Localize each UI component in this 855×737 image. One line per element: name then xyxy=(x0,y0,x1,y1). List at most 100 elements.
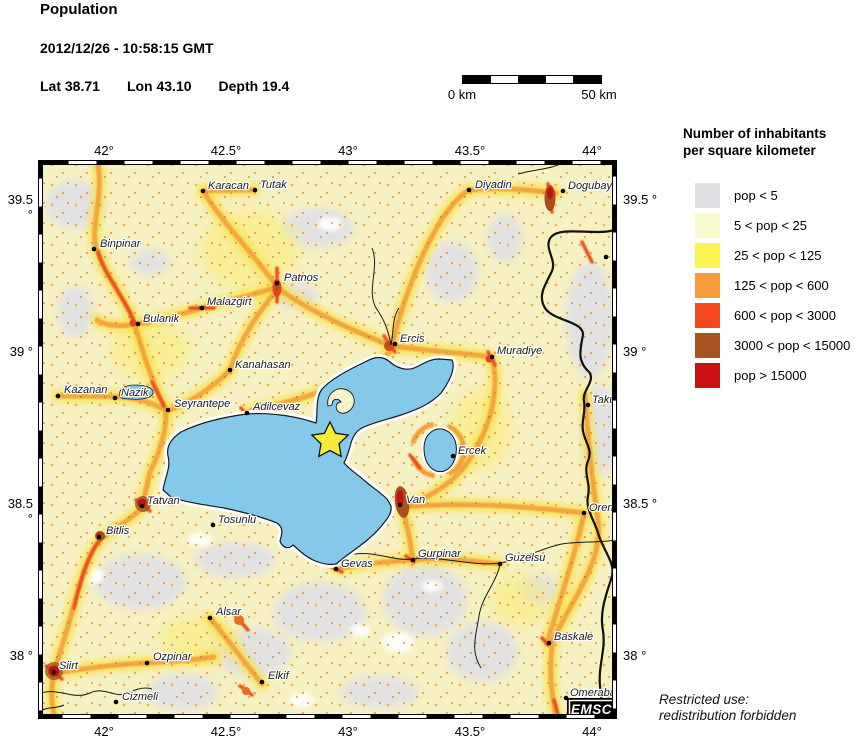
scale-bar-segment xyxy=(463,76,491,83)
city-label: Adilcevaz xyxy=(252,401,301,413)
city-dot-karacan xyxy=(200,188,206,194)
event-depth: Depth 19.4 xyxy=(218,78,290,94)
legend-range-label: 5 < pop < 25 xyxy=(734,218,808,233)
city-dot-baskale xyxy=(546,640,552,646)
legend-range-label: 3000 < pop < 15000 xyxy=(734,338,851,353)
scale-bar-segment xyxy=(518,76,546,83)
city-label: Kazanan xyxy=(64,384,107,396)
city-dot-tatvan xyxy=(139,503,145,509)
lat-label-left: 39 ° xyxy=(9,344,33,359)
legend-item: 5 < pop < 25 xyxy=(695,213,855,238)
city-dot-dogubaya xyxy=(560,188,566,194)
lat-label-right: 38.5 ° xyxy=(623,496,658,511)
city-label: Ozpinar xyxy=(153,651,193,663)
map-frame xyxy=(38,160,617,719)
city-dot-seyrantepe xyxy=(165,407,171,413)
city-label: Muradiye xyxy=(497,345,542,357)
city-dot-cizmeli xyxy=(113,699,119,705)
scale-bar-segment xyxy=(490,76,519,83)
city-label: Taku xyxy=(592,394,615,406)
city-dot-kazanan xyxy=(55,393,61,399)
city-dot-patnos xyxy=(274,280,280,286)
lake-van xyxy=(163,357,453,564)
legend-range-label: pop > 15000 xyxy=(734,368,807,383)
city-dot-siirt xyxy=(51,669,57,675)
lake-ercek xyxy=(424,429,456,472)
population-legend: Number of inhabitants per square kilomet… xyxy=(683,125,855,393)
legend-range-label: pop < 5 xyxy=(734,188,778,203)
legend-color-swatch xyxy=(695,183,720,208)
city-dot-orenb xyxy=(581,510,587,516)
legend-color-swatch xyxy=(695,243,720,268)
city-dot-nazik xyxy=(112,395,118,401)
restricted-use-note: Restricted use: redistribution forbidden xyxy=(659,692,797,723)
city-dot-bulanik xyxy=(135,321,141,327)
lon-label-bottom: 43° xyxy=(338,724,358,737)
city-label: Omeraba xyxy=(570,687,616,699)
lon-label-top: 42.5° xyxy=(210,143,242,158)
city-label: Gevas xyxy=(341,558,373,570)
event-coordinates: Lat 38.71 Lon 43.10 Depth 19.4 xyxy=(40,78,289,94)
event-lat: Lat 38.71 xyxy=(40,78,100,94)
page-title: Population xyxy=(40,1,118,18)
event-lon: Lon 43.10 xyxy=(126,78,192,94)
lon-label-top: 43° xyxy=(338,143,358,158)
legend-range-label: 25 < pop < 125 xyxy=(734,248,822,263)
lat-label-left: 39.5 ° xyxy=(7,192,33,222)
lat-label-left: 38.5 ° xyxy=(7,496,33,526)
city-label: Orenb xyxy=(589,502,617,514)
event-datetime: 2012/12/26 - 10:58:15 GMT xyxy=(40,40,214,56)
legend-item: 125 < pop < 600 xyxy=(695,273,855,298)
lat-label-right: 39 ° xyxy=(623,344,647,359)
city-label: Siirt xyxy=(59,660,79,672)
city-dot-bitlis xyxy=(96,534,102,540)
city-dot-ercis xyxy=(392,341,398,347)
legend-color-swatch xyxy=(695,333,720,358)
map-canvas: Karacan Tutak Diyadin Dogubaya Binpinar Patno… xyxy=(38,160,617,719)
city-label: Dogubaya xyxy=(568,180,617,192)
lon-label-top: 42° xyxy=(94,143,114,158)
city-dot-alsar xyxy=(207,615,213,621)
international-border-line xyxy=(540,228,616,718)
city-dot-gevas xyxy=(333,566,339,572)
city-dot-van xyxy=(397,502,403,508)
city-label: Bulanik xyxy=(143,313,180,325)
legend-title: Number of inhabitants per square kilomet… xyxy=(683,126,827,158)
city-label: Elkif xyxy=(268,670,290,682)
scale-bar-segment xyxy=(545,76,574,83)
lon-label-top: 44° xyxy=(582,143,602,158)
scale-bar-zero-label: 0 km xyxy=(447,87,477,102)
city-dot-unnamed xyxy=(603,254,609,260)
city-label: Kanahasan xyxy=(235,359,291,371)
city-label: Tatvan xyxy=(147,495,180,507)
lon-label-bottom: 43.5° xyxy=(454,724,486,737)
scale-bar-segment xyxy=(573,76,601,83)
legend-items: pop < 5 5 < pop < 25 25 < pop < 125 125 < p… xyxy=(683,183,855,388)
city-label: Ercek xyxy=(458,445,487,457)
legend-item: pop > 15000 xyxy=(695,363,855,388)
scale-bar-max-label: 50 km xyxy=(581,87,617,102)
city-label: Van xyxy=(406,494,425,506)
city-label: Diyadin xyxy=(475,179,512,191)
city-label: Patnos xyxy=(284,272,319,284)
emsc-logo: EMSC xyxy=(567,698,616,718)
city-dot-elkif xyxy=(259,679,265,685)
city-label: Nazik xyxy=(121,387,149,399)
epicenter-star xyxy=(310,420,350,458)
city-label: Tosunlu xyxy=(218,514,256,526)
emsc-logo-text: EMSC xyxy=(571,702,612,717)
city-label: Baskale xyxy=(554,631,593,643)
legend-color-swatch xyxy=(695,213,720,238)
legend-color-swatch xyxy=(695,273,720,298)
city-markers: Karacan Tutak Diyadin Dogubaya Binpinar Patno… xyxy=(51,178,617,705)
lon-label-bottom: 42° xyxy=(94,724,114,737)
city-dot-diyadin xyxy=(466,187,472,193)
legend-range-label: 600 < pop < 3000 xyxy=(734,308,836,323)
lat-label-left: 38 ° xyxy=(9,648,33,663)
legend-item: 25 < pop < 125 xyxy=(695,243,855,268)
legend-item: 600 < pop < 3000 xyxy=(695,303,855,328)
legend-range-label: 125 < pop < 600 xyxy=(734,278,829,293)
city-dot-ozpinar xyxy=(144,660,150,666)
city-dot-gurpinar xyxy=(410,557,416,563)
city-dot-taku xyxy=(585,402,591,408)
